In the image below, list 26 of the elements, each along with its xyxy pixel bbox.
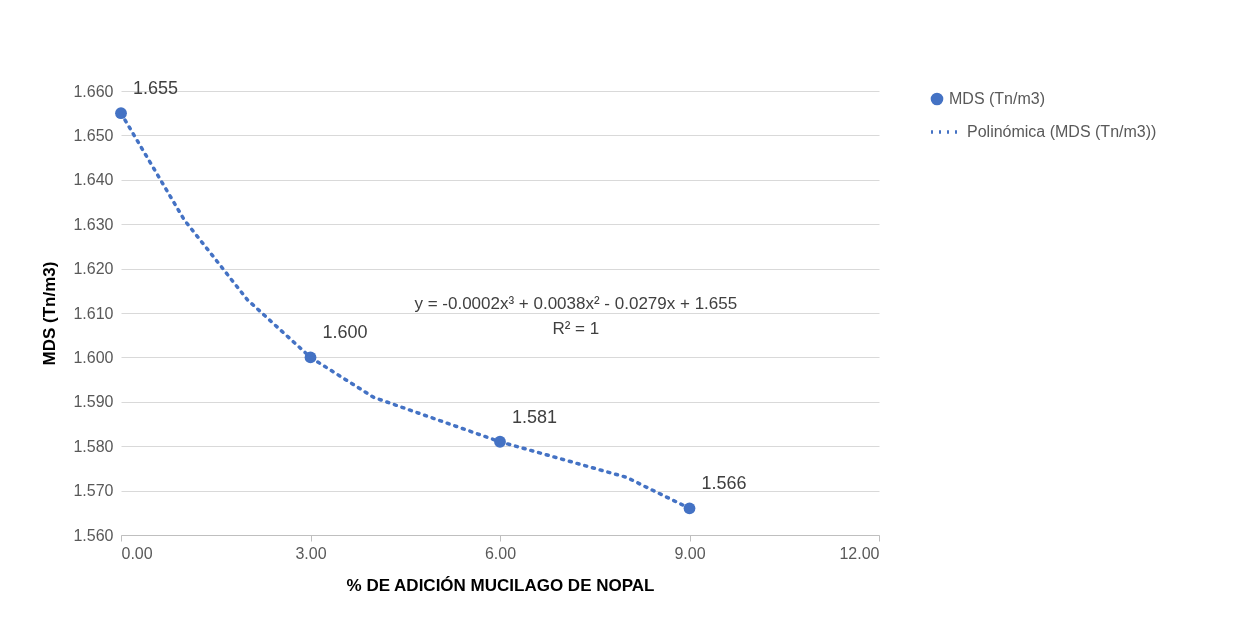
x-axis-title: % DE ADICIÓN MUCILAGO DE NOPAL (346, 575, 655, 595)
y-tick-label: 1.610 (73, 304, 114, 322)
y-tick-label: 1.620 (73, 260, 114, 278)
x-tick-label: 6.00 (484, 544, 517, 562)
y-tick-label: 1.630 (73, 215, 114, 233)
data-label: 1.566 (701, 473, 747, 494)
y-tick-label: 1.650 (73, 126, 114, 144)
legend-label: Polinómica (MDS (Tn/m3)) (967, 123, 1157, 140)
y-tick-label: 1.580 (73, 437, 114, 455)
x-tick-label: 9.00 (674, 544, 706, 562)
x-tick-label: 0.00 (121, 544, 153, 562)
data-label: 1.655 (133, 78, 179, 99)
annotation: R² = 1 (552, 318, 600, 338)
data-label: 1.600 (322, 322, 368, 343)
y-tick-label: 1.600 (73, 348, 114, 366)
legend-label: MDS (Tn/m3) (949, 90, 1045, 107)
data-label: 1.581 (512, 406, 558, 427)
annotation: y = -0.0002x³ + 0.0038x² - 0.0279x + 1.655 (414, 294, 738, 314)
y-tick-label: 1.560 (73, 526, 114, 544)
x-tick-label: 3.00 (295, 544, 327, 562)
x-tick-label: 12.00 (839, 544, 880, 562)
y-tick-label: 1.570 (73, 482, 114, 500)
y-tick-label: 1.640 (73, 171, 114, 189)
y-tick-label: 1.660 (73, 82, 114, 100)
y-axis-title: MDS (Tn/m3) (40, 261, 60, 366)
y-tick-label: 1.590 (73, 393, 114, 411)
